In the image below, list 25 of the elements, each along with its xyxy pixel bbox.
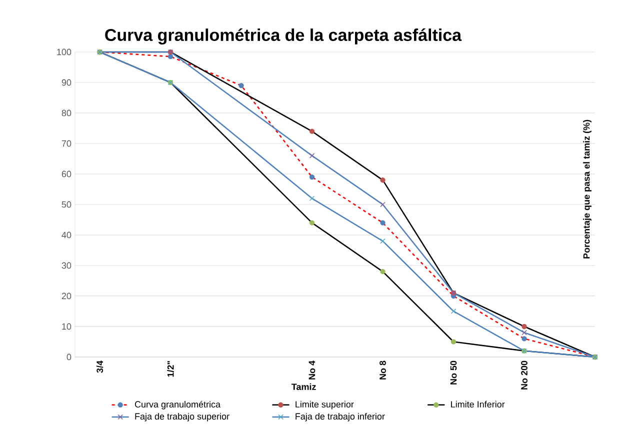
- x-axis-title: Tamiz: [291, 383, 316, 390]
- y-tick-label: 10: [62, 323, 72, 330]
- x-tick-label: No 200: [521, 360, 528, 390]
- legend-label: Faja de trabajo inferior: [296, 412, 385, 422]
- y-tick-label: 70: [62, 140, 72, 147]
- y-axis-title: Porcentaje que pasa el tamiz (%): [583, 120, 592, 258]
- x-tick-label: 1/2": [167, 361, 174, 377]
- x-tick-label: 3/4: [96, 360, 104, 373]
- y-tick-label: 50: [62, 201, 72, 208]
- legend-label: Limite superior: [296, 400, 354, 410]
- y-tick-label: 30: [62, 262, 72, 269]
- y-tick-label: 60: [62, 170, 72, 178]
- y-tick-label: 80: [62, 110, 72, 116]
- legend-label: Faja de trabajo superior: [135, 412, 230, 422]
- y-tick-label: 0: [66, 354, 72, 360]
- legend-label: Limite Inferior: [451, 400, 505, 408]
- legend-label: Curva granulométrica: [134, 400, 221, 410]
- y-tick-label: 90: [62, 79, 72, 86]
- y-tick-label: 40: [62, 232, 72, 238]
- y-tick-label: 100: [57, 48, 72, 56]
- chart-title: Curva granulométrica de la carpeta asfáltica: [105, 28, 462, 44]
- x-tick-label: No 8: [380, 360, 386, 380]
- x-tick-label: No 4: [308, 360, 316, 380]
- y-tick-label: 20: [62, 292, 72, 300]
- x-tick-label: No 50: [450, 360, 457, 384]
